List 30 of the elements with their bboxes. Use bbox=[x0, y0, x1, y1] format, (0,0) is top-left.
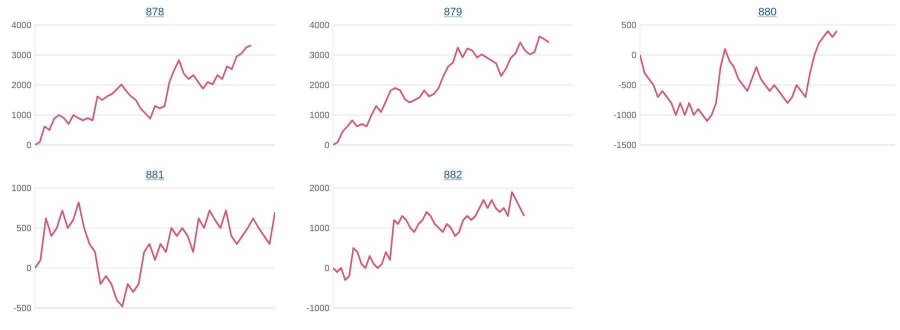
y-tick-label: 0 bbox=[324, 264, 330, 272]
y-tick-label: 0 bbox=[632, 52, 636, 58]
y-tick-label: -1500 bbox=[614, 142, 636, 148]
y-tick-label: 1000 bbox=[310, 112, 330, 118]
chart-title: 881 bbox=[146, 170, 164, 178]
line-series bbox=[35, 44, 252, 145]
y-tick-label: 4000 bbox=[310, 22, 330, 28]
y-tick-label: 2000 bbox=[12, 82, 32, 88]
chart-title: 880 bbox=[758, 8, 776, 16]
y-tick-label: 500 bbox=[16, 224, 32, 232]
y-tick-label: 2000 bbox=[310, 82, 330, 88]
y-tick-label: 0 bbox=[324, 142, 330, 148]
y-tick-label: -500 bbox=[14, 304, 32, 312]
y-tick-label: -1000 bbox=[614, 112, 636, 118]
y-tick-label: 0 bbox=[26, 142, 32, 148]
y-tick-label: 0 bbox=[26, 264, 32, 272]
line-series bbox=[333, 191, 525, 281]
y-tick-label: 4000 bbox=[12, 22, 32, 28]
y-tick-label: 1000 bbox=[310, 224, 330, 232]
y-tick-label: 2000 bbox=[310, 184, 330, 192]
y-tick-label: -500 bbox=[618, 82, 636, 88]
y-tick-label: 500 bbox=[622, 22, 636, 28]
chart-title: 879 bbox=[444, 8, 462, 16]
chart-title: 878 bbox=[146, 8, 164, 16]
y-tick-label: 3000 bbox=[310, 52, 330, 58]
y-tick-label: 1000 bbox=[12, 112, 32, 118]
chart-title: 882 bbox=[444, 170, 462, 178]
y-tick-label: 3000 bbox=[12, 52, 32, 58]
y-tick-label: 1000 bbox=[12, 184, 32, 192]
y-tick-label: -1000 bbox=[306, 304, 330, 312]
